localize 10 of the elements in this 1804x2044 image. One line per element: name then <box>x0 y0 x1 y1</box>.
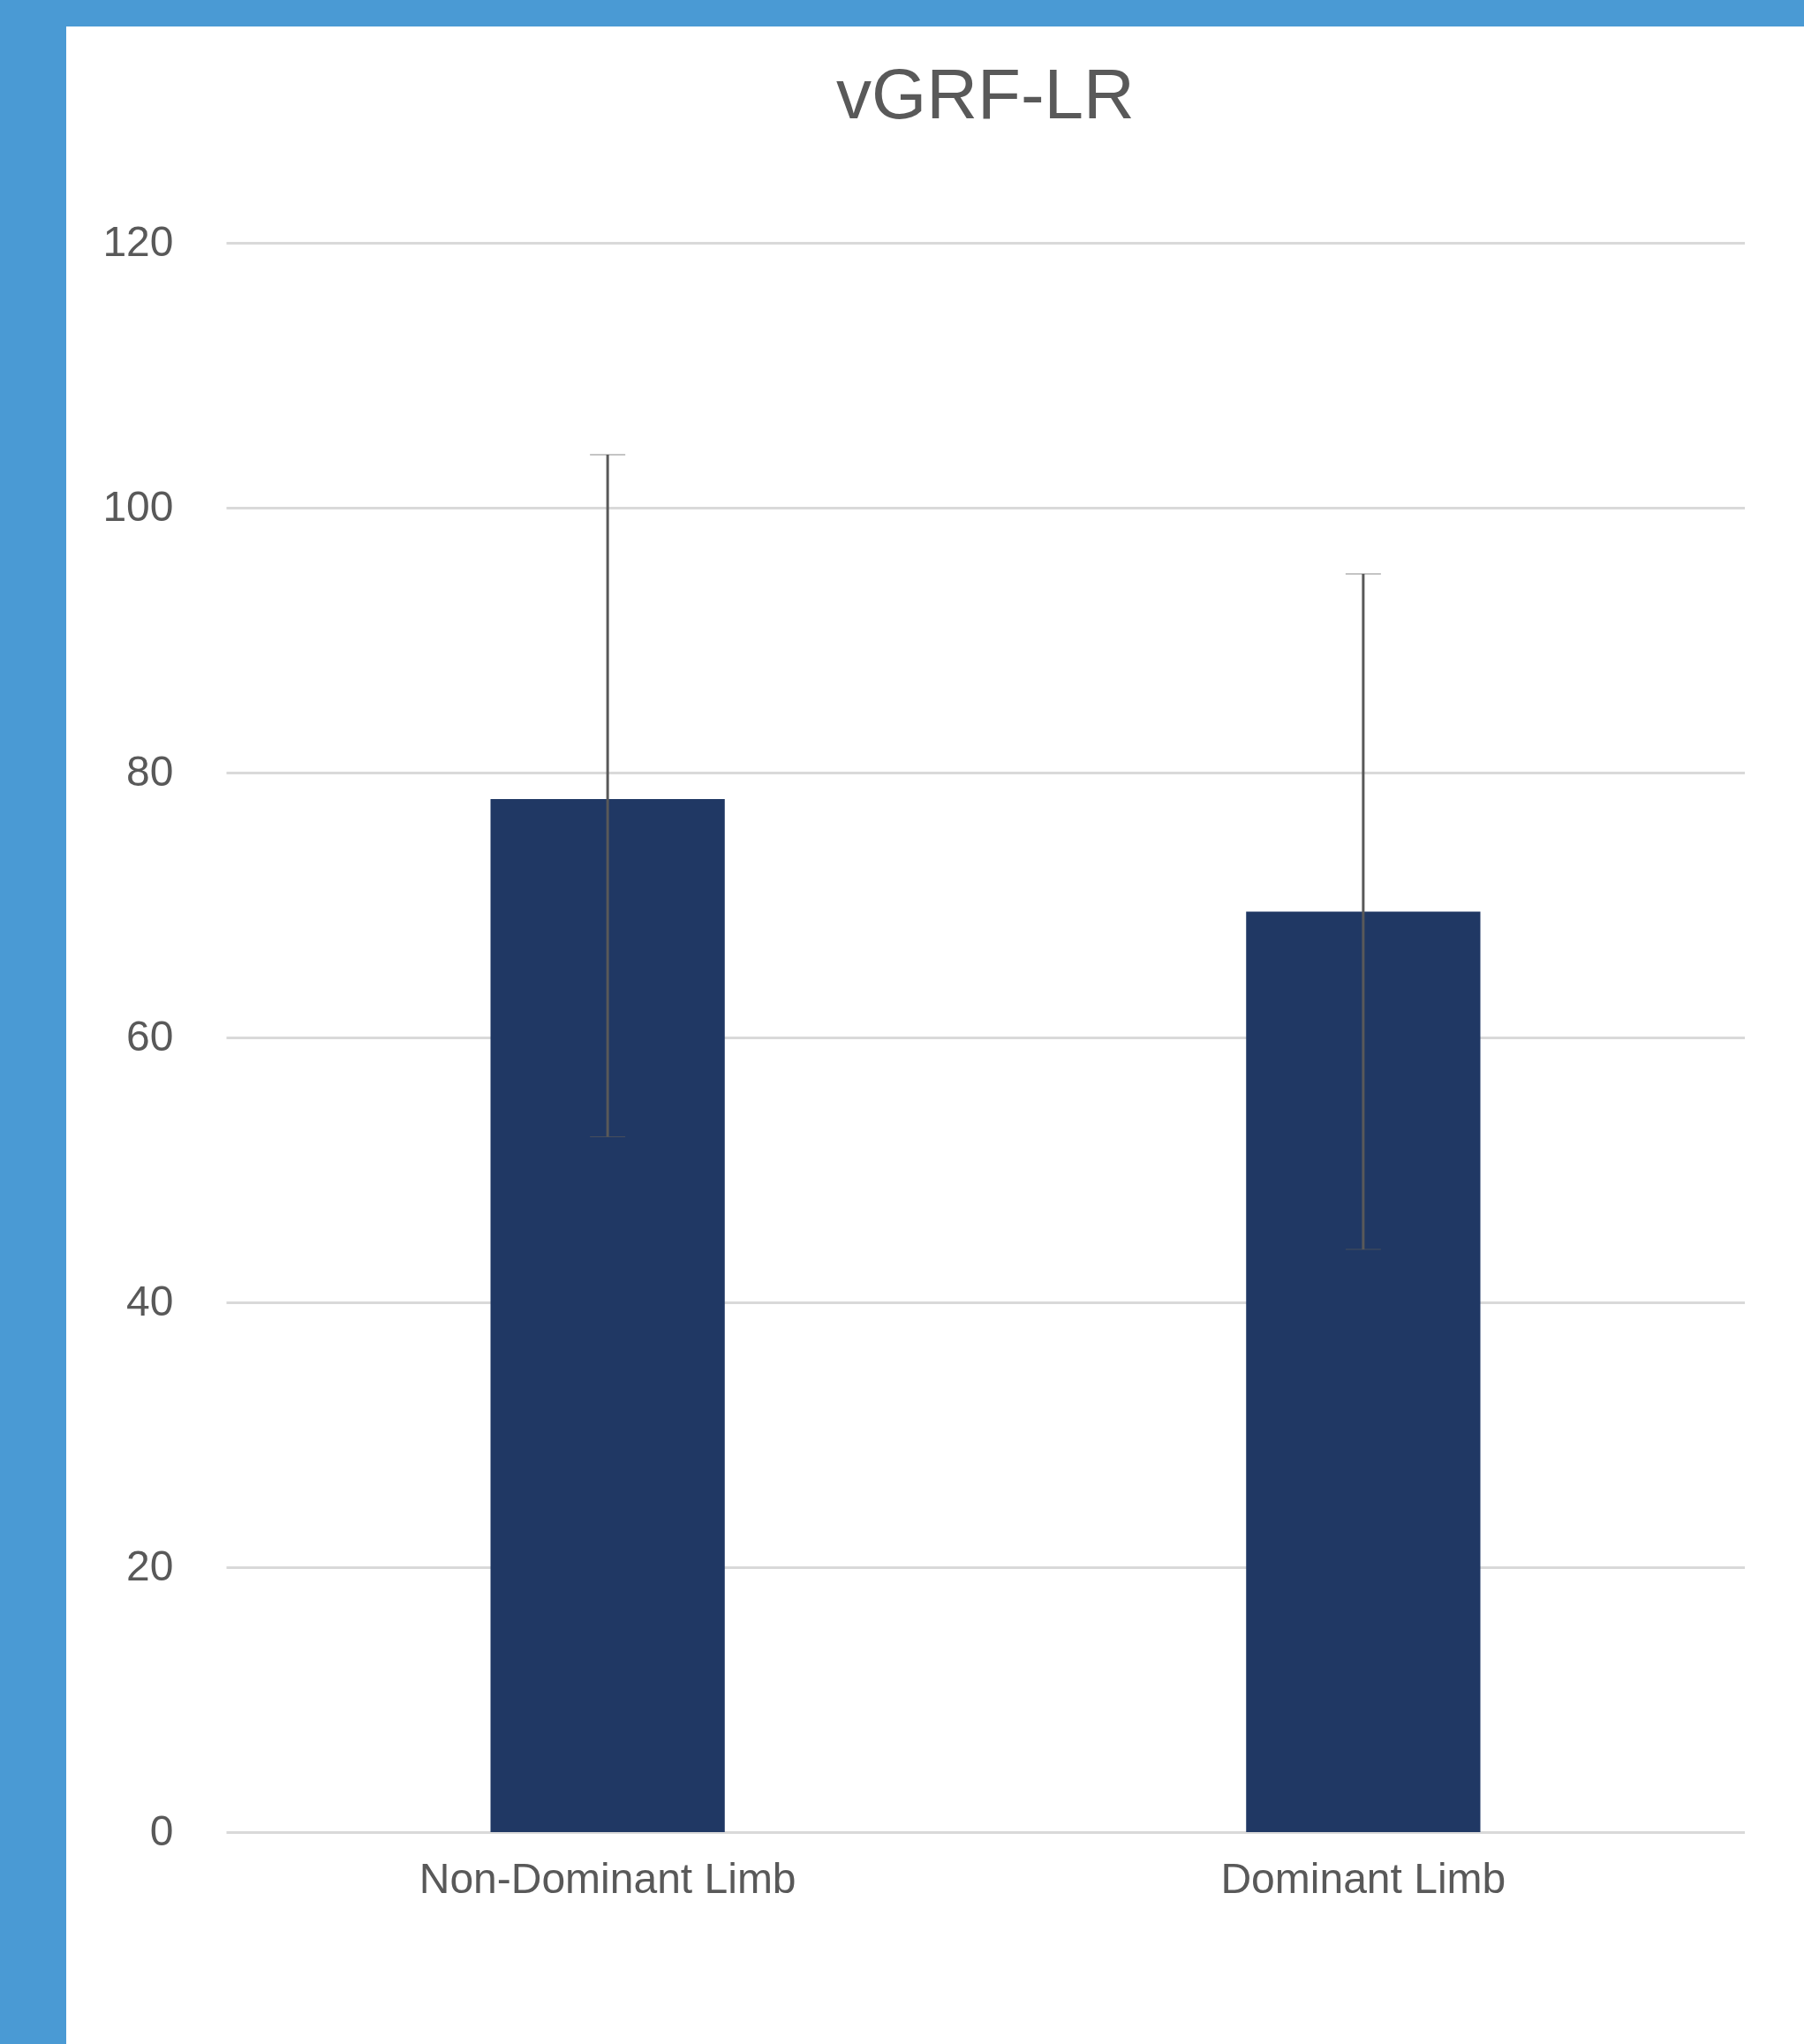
y-tick-label: 40 <box>126 1277 174 1324</box>
y-tick-label: 120 <box>102 217 174 265</box>
y-tick-label: 0 <box>149 1806 174 1854</box>
y-tick-label: 100 <box>102 482 174 530</box>
y-tick-label: 60 <box>126 1012 174 1060</box>
x-tick-label: Dominant Limb <box>1220 1854 1506 1902</box>
y-tick-label: 20 <box>126 1542 174 1589</box>
y-tick-label: 80 <box>126 747 174 795</box>
chart-title: vGRF-LR <box>836 55 1135 133</box>
x-tick-label: Non-Dominant Limb <box>419 1854 796 1902</box>
